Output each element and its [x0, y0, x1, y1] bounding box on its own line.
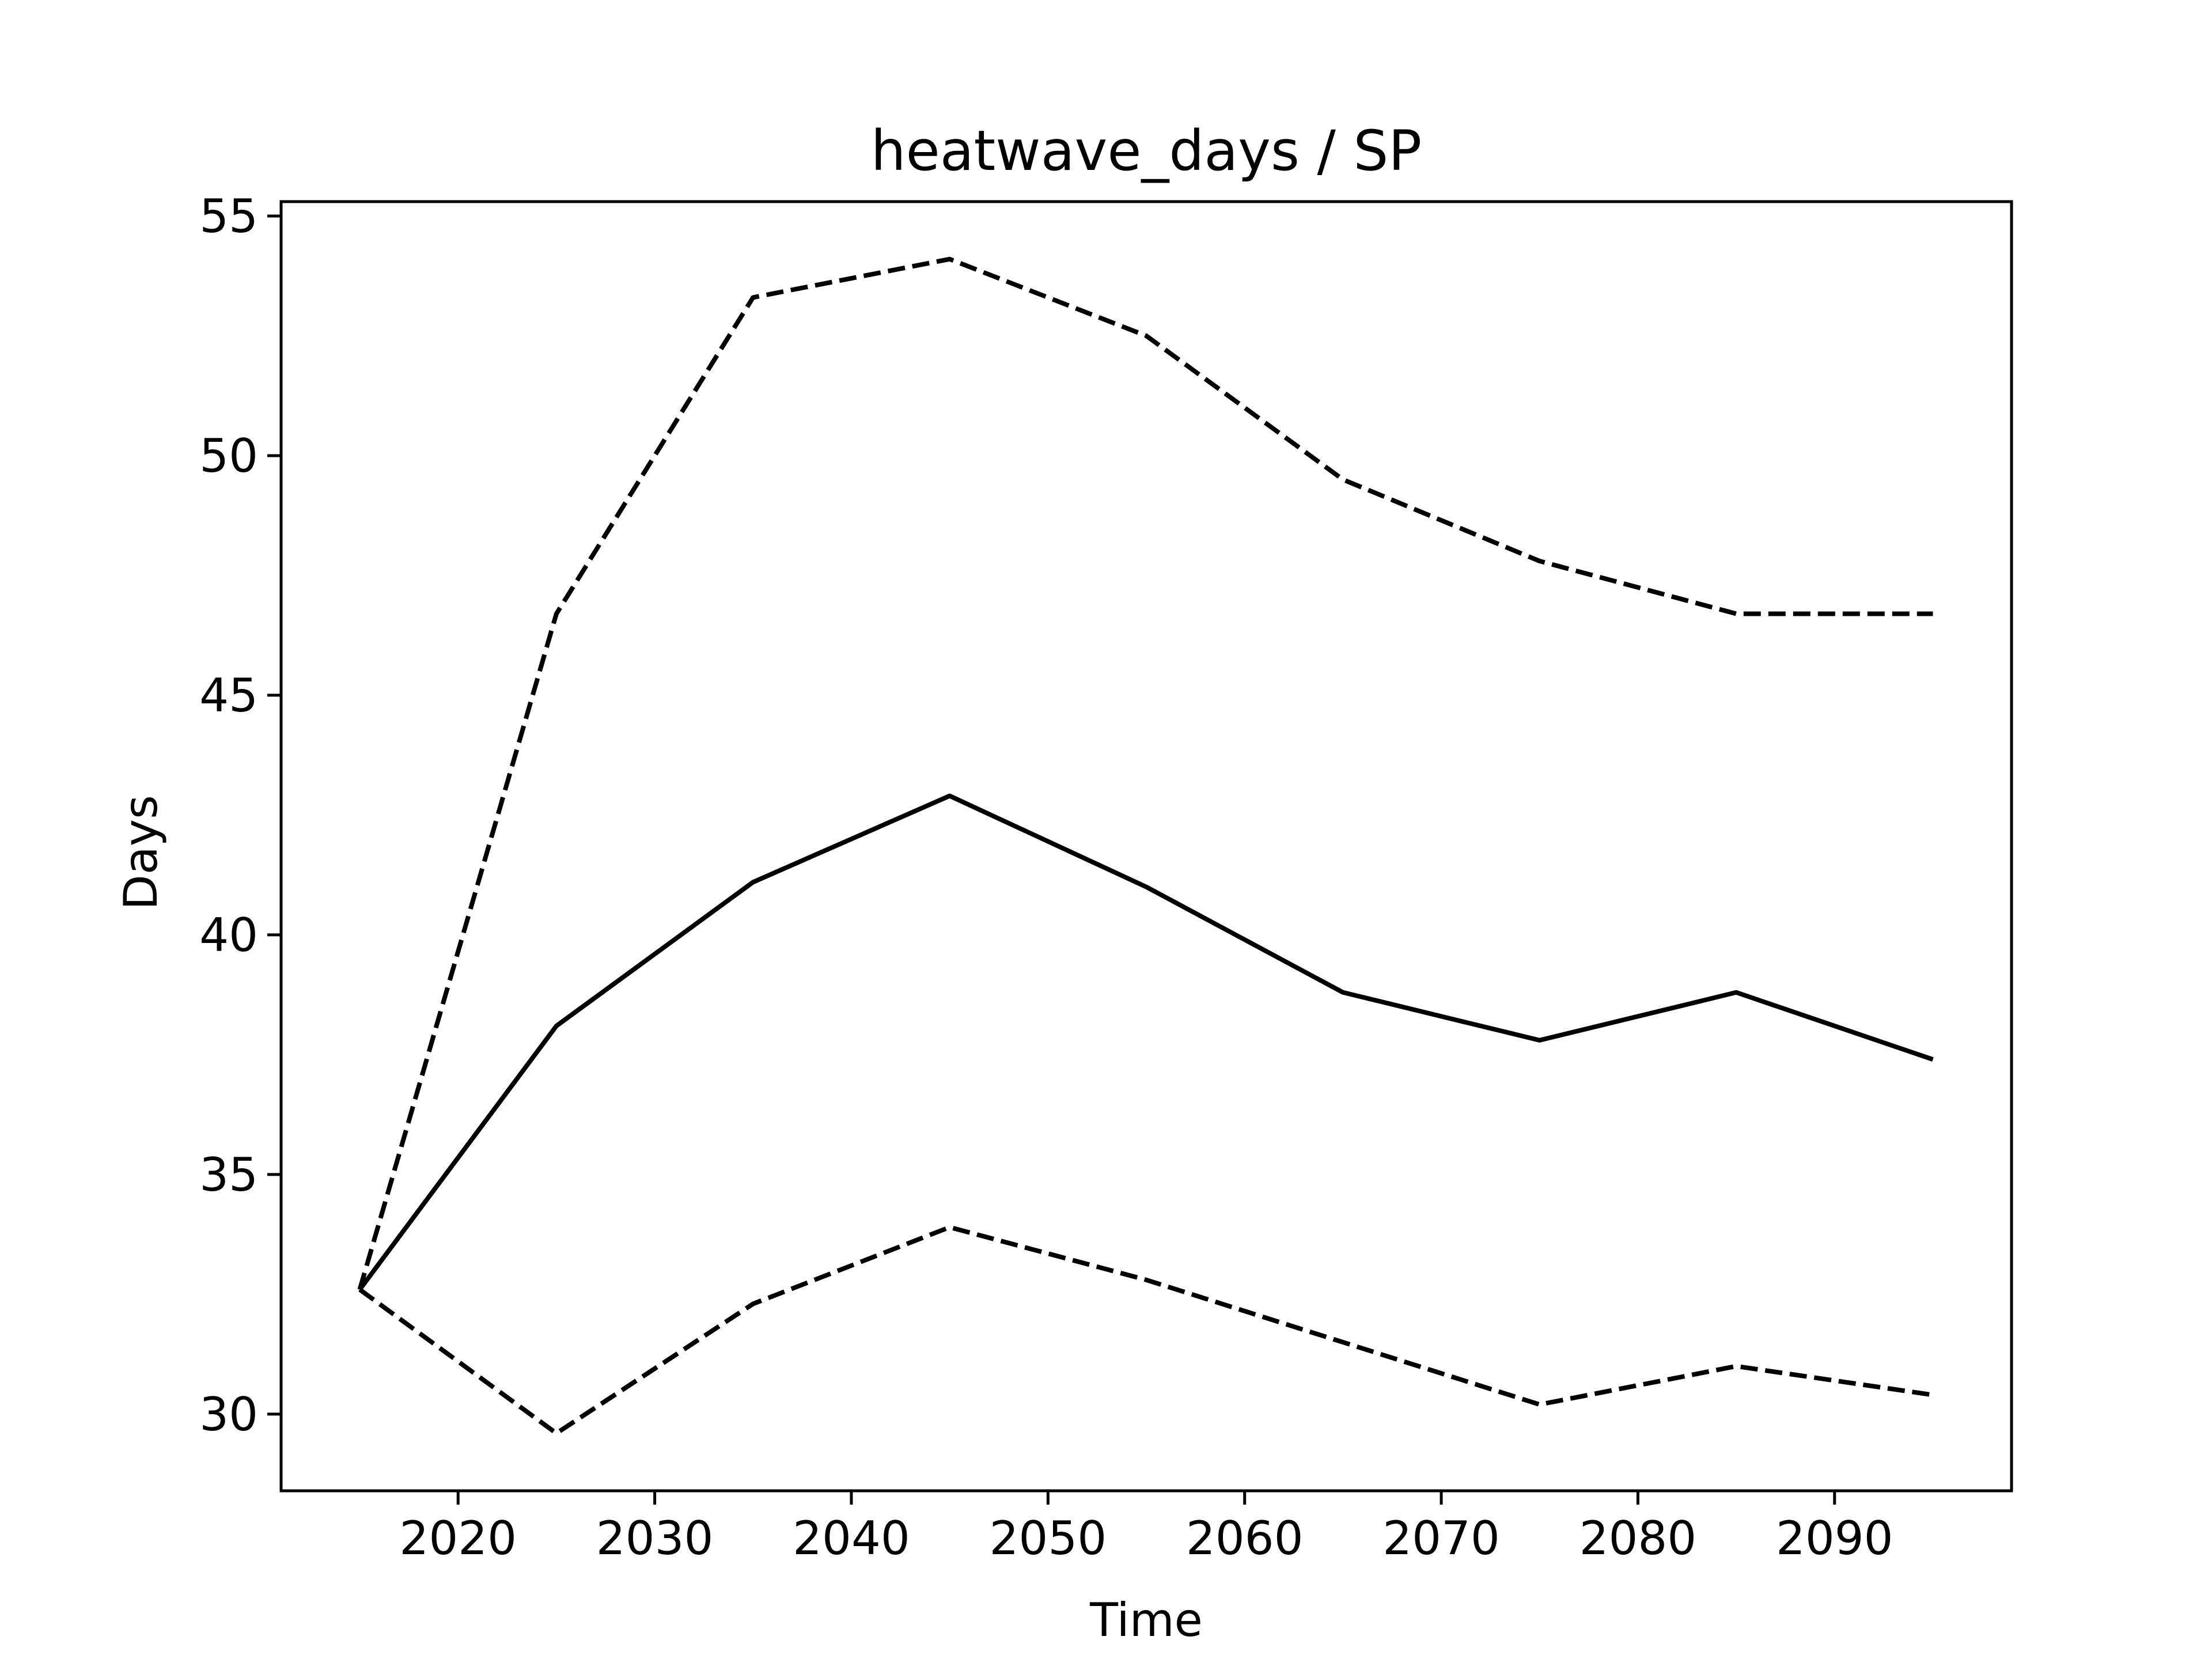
- y-tick-label: 50: [199, 429, 258, 483]
- y-axis: 30 35 40 45 50 55: [199, 190, 281, 1441]
- x-axis-label: Time: [1089, 1593, 1203, 1647]
- x-tick-label: 2060: [1186, 1512, 1304, 1565]
- y-tick-label: 45: [199, 669, 258, 722]
- series-line-1: [358, 793, 1934, 1291]
- y-axis-label: Days: [114, 795, 168, 910]
- y-tick-label: 35: [199, 1148, 258, 1202]
- x-tick-label: 2070: [1382, 1512, 1500, 1565]
- x-tick-label: 2030: [596, 1512, 714, 1565]
- chart-title: heatwave_days / SP: [871, 119, 1422, 183]
- x-tick-label: 2090: [1776, 1512, 1893, 1565]
- x-tick-label: 2050: [990, 1512, 1107, 1565]
- y-tick-label: 30: [199, 1388, 258, 1441]
- x-axis: 2020 2030 2040 2050 2060 2070 2080 2090: [399, 1491, 1893, 1565]
- series-line-2: [357, 256, 1933, 1290]
- x-tick-label: 2080: [1580, 1512, 1697, 1565]
- x-tick-label: 2040: [793, 1512, 910, 1565]
- plot-frame: [279, 200, 2013, 1493]
- series-line-3: [358, 1225, 1934, 1436]
- y-tick-label: 55: [199, 190, 258, 243]
- y-tick-label: 40: [199, 908, 258, 962]
- x-tick-label: 2020: [399, 1512, 517, 1565]
- plot-area: [357, 256, 1934, 1436]
